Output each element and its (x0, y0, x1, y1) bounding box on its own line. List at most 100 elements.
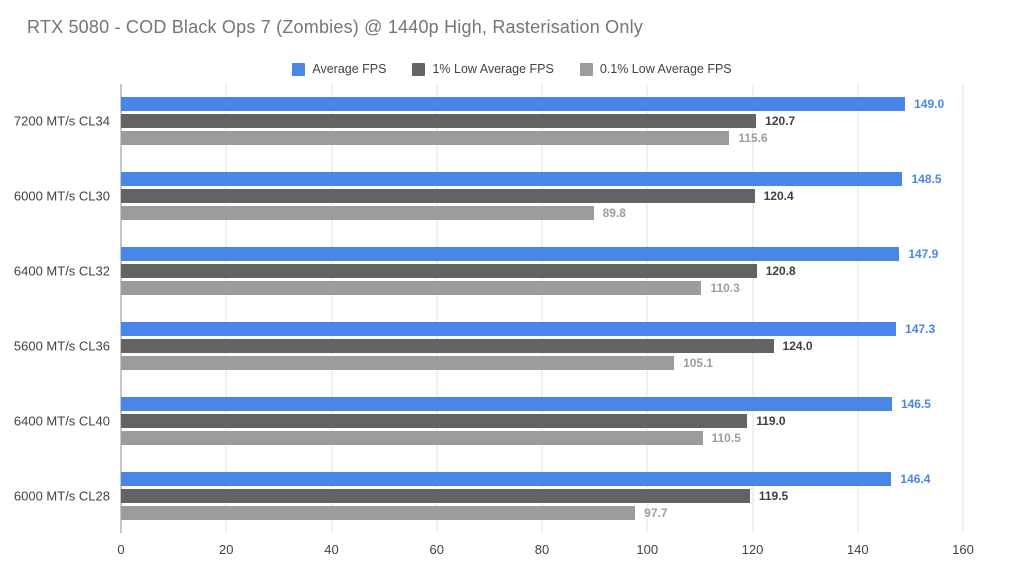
bar-value-label: 115.6 (738, 131, 768, 146)
legend-item-average-fps: Average FPS (292, 62, 386, 76)
category-label: 6000 MT/s CL28 (13, 488, 110, 504)
bar-1-low-average-fps (121, 189, 755, 204)
bar-group-6000-mt-s-cl28: 6000 MT/s CL28 146.4 119.5 97.7 (14, 458, 963, 533)
legend-item-1-low-average-fps: 1% Low Average FPS (412, 62, 554, 76)
bar-groups: 7200 MT/s CL34 149.0 120.7 115.6 6000 MT/s C… (14, 84, 963, 533)
legend-swatch-icon (292, 62, 306, 76)
gridline-120 (752, 84, 753, 533)
bar-row-average-fps: 146.4 (121, 471, 963, 486)
bar-value-label: 149.0 (914, 97, 945, 112)
gridline-100 (646, 84, 648, 533)
category-label: 6400 MT/s CL32 (13, 263, 110, 279)
bar-value-label: 147.3 (905, 321, 936, 336)
category-label: 7200 MT/s CL34 (13, 113, 110, 129)
bar-row-0-1-low-average-fps: 89.8 (121, 206, 963, 221)
bar-row-0-1-low-average-fps: 115.6 (121, 131, 963, 146)
bar-row-0-1-low-average-fps: 110.3 (121, 281, 963, 296)
bar-average-fps (121, 321, 897, 336)
bar-value-label: 120.8 (765, 264, 796, 279)
plot-area: 7200 MT/s CL34 149.0 120.7 115.6 6000 MT/s C… (14, 84, 964, 533)
x-tick-label-20: 20 (219, 542, 234, 557)
bar-row-average-fps: 147.9 (121, 247, 963, 262)
bar-value-label: 120.4 (763, 189, 794, 204)
bar-row-1-low-average-fps: 119.0 (121, 413, 963, 428)
legend-label: 0.1% Low Average FPS (599, 62, 732, 76)
bar-value-label: 110.3 (710, 281, 740, 296)
legend-swatch-icon (412, 62, 426, 76)
bar-row-1-low-average-fps: 120.7 (121, 114, 963, 129)
bar-value-label: 120.7 (765, 114, 796, 129)
bar-row-0-1-low-average-fps: 110.5 (121, 430, 963, 445)
bar-row-average-fps: 149.0 (121, 97, 963, 112)
bar-row-0-1-low-average-fps: 105.1 (121, 355, 963, 370)
bar-1-low-average-fps (121, 114, 757, 129)
x-tick-label-0: 0 (117, 542, 125, 557)
x-tick-label-60: 60 (429, 542, 444, 557)
x-axis: 0 20 40 60 80 100 120 140 160 (117, 533, 973, 563)
category-label: 6400 MT/s CL40 (13, 413, 110, 429)
bar-1-low-average-fps (121, 264, 757, 279)
bar-group-7200-mt-s-cl34: 7200 MT/s CL34 149.0 120.7 115.6 (14, 84, 963, 159)
bar-value-label: 89.8 (602, 206, 626, 221)
bar-1-low-average-fps (121, 488, 750, 503)
gridline-80 (541, 84, 543, 533)
category-label: 5600 MT/s CL36 (13, 338, 110, 354)
bar-row-1-low-average-fps: 119.5 (121, 488, 963, 503)
plot-wrap: 7200 MT/s CL34 149.0 120.7 115.6 6000 MT/s C… (14, 84, 974, 563)
bar-average-fps (121, 97, 906, 112)
chart-title: RTX 5080 - COD Black Ops 7 (Zombies) @ 1… (27, 17, 643, 37)
gridline-20 (225, 84, 227, 533)
bar-group-5600-mt-s-cl36: 5600 MT/s CL36 147.3 124.0 105.1 (14, 308, 963, 383)
bar-value-label: 119.0 (756, 413, 786, 428)
x-tick-label-140: 140 (846, 542, 869, 557)
bar-value-label: 119.5 (758, 488, 789, 503)
bar-value-label: 148.5 (911, 172, 942, 187)
bar-average-fps (121, 247, 900, 262)
category-label: 6000 MT/s CL30 (13, 188, 110, 204)
bar-row-average-fps: 148.5 (121, 172, 963, 187)
bar-average-fps (121, 396, 892, 411)
bar-value-label: 146.5 (900, 396, 931, 411)
bar-average-fps (121, 172, 903, 187)
bar-0-1-low-average-fps (121, 206, 594, 221)
bar-value-label: 105.1 (683, 355, 714, 370)
bar-1-low-average-fps (121, 338, 774, 353)
legend-label: Average FPS (312, 62, 387, 76)
legend-label: 1% Low Average FPS (432, 62, 554, 76)
bar-0-1-low-average-fps (121, 505, 636, 520)
bar-value-label: 110.5 (711, 430, 741, 445)
gridline-40 (331, 84, 332, 533)
bar-value-label: 147.9 (908, 247, 939, 262)
x-tick-label-40: 40 (324, 542, 339, 557)
bar-row-1-low-average-fps: 120.4 (121, 189, 963, 204)
bar-value-label: 97.7 (644, 505, 668, 520)
x-tick-label-80: 80 (534, 542, 550, 557)
gridline-60 (436, 84, 438, 533)
bar-1-low-average-fps (121, 413, 748, 428)
legend-item-0-1-low-average-fps: 0.1% Low Average FPS (579, 62, 732, 76)
legend-swatch-icon (579, 62, 593, 76)
x-tick-label-120: 120 (741, 542, 764, 557)
x-tick-label-100: 100 (636, 542, 659, 557)
bar-row-1-low-average-fps: 124.0 (121, 338, 963, 353)
bar-row-1-low-average-fps: 120.8 (121, 264, 963, 279)
bar-row-0-1-low-average-fps: 97.7 (121, 505, 963, 520)
bar-value-label: 124.0 (782, 338, 813, 353)
bar-0-1-low-average-fps (121, 281, 702, 296)
bar-group-6400-mt-s-cl40: 6400 MT/s CL40 146.5 119.0 110.5 (14, 383, 963, 458)
bar-0-1-low-average-fps (121, 355, 675, 370)
chart-legend: Average FPS 1% Low Average FPS 0.1% Low Av… (0, 62, 1024, 76)
gridline-140 (857, 84, 859, 533)
bar-row-average-fps: 147.3 (121, 321, 963, 336)
bar-0-1-low-average-fps (121, 430, 703, 445)
bar-average-fps (121, 471, 892, 486)
bar-group-6000-mt-s-cl30: 6000 MT/s CL30 148.5 120.4 89.8 (14, 159, 963, 234)
bar-0-1-low-average-fps (121, 131, 730, 146)
gridline-160 (962, 84, 964, 533)
bar-row-average-fps: 146.5 (121, 396, 963, 411)
bar-value-label: 146.4 (900, 471, 931, 486)
y-axis-line (120, 84, 122, 533)
bar-group-6400-mt-s-cl32: 6400 MT/s CL32 147.9 120.8 110.3 (14, 234, 963, 309)
x-tick-label-160: 160 (952, 542, 974, 557)
